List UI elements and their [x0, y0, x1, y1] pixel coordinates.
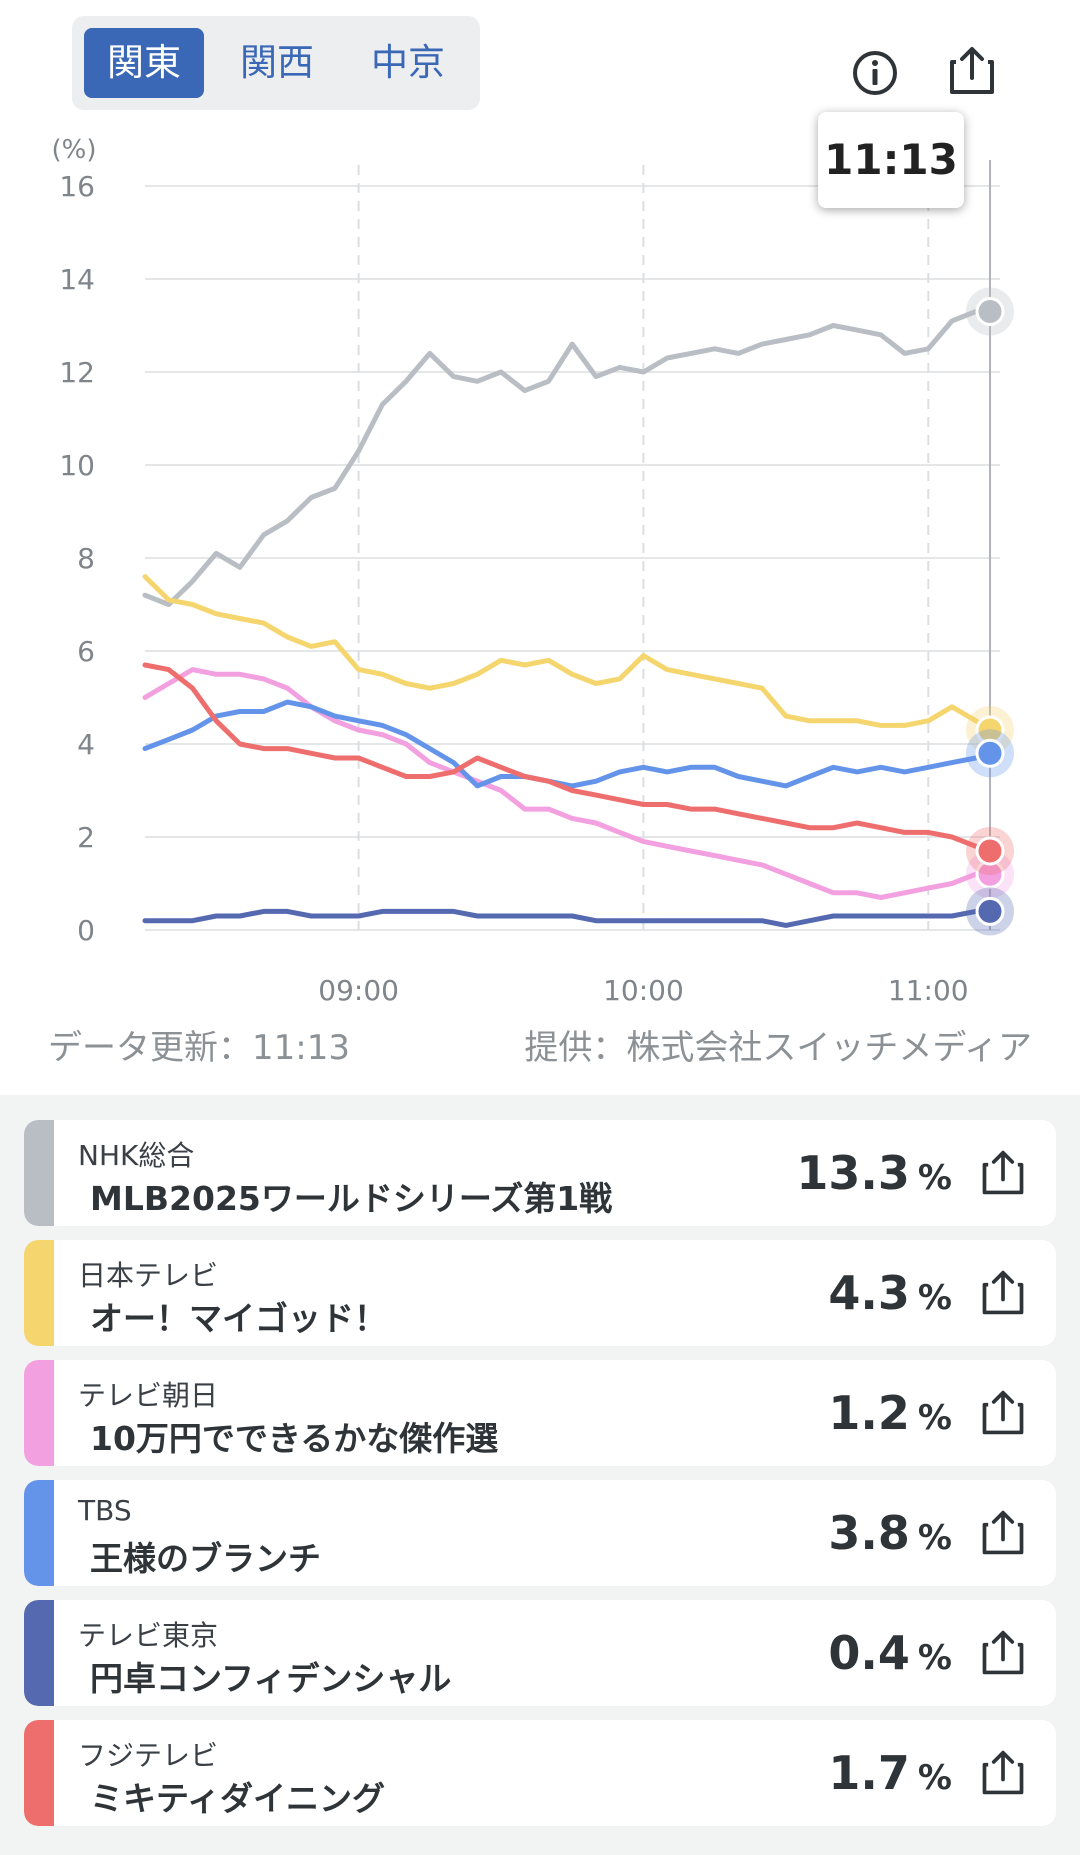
- program-title: 円卓コンフィデンシャル: [90, 1659, 452, 1698]
- rating-number: 4.3: [828, 1266, 910, 1320]
- share-icon[interactable]: [978, 1628, 1028, 1678]
- share-icon[interactable]: [978, 1508, 1028, 1558]
- rating-unit: %: [917, 1518, 952, 1558]
- y-tick-label: 10: [59, 449, 95, 482]
- rating-value: 1.2%: [828, 1386, 952, 1440]
- channel-color-bar: [24, 1360, 54, 1466]
- channel-name: TBS: [78, 1494, 132, 1527]
- rating-number: 0.4: [828, 1626, 910, 1680]
- program-title: 10万円でできるかな傑作選: [90, 1419, 499, 1458]
- rating-unit: %: [917, 1158, 952, 1198]
- info-icon[interactable]: [850, 48, 900, 98]
- rating-unit: %: [917, 1278, 952, 1318]
- tab-kansai[interactable]: 関西: [240, 41, 314, 84]
- series-line: [142, 908, 993, 928]
- program-title: 王様のブランチ: [90, 1539, 321, 1578]
- series-end-marker: [975, 297, 1005, 327]
- channel-name: テレビ東京: [78, 1619, 219, 1652]
- rating-chart: 0 2 4 6 8 10 12 14 16 (%) 09:00 10:00 11:00: [52, 135, 1014, 1007]
- rating-unit: %: [917, 1758, 952, 1798]
- series-end-marker: [975, 738, 1005, 768]
- share-icon[interactable]: [978, 1388, 1028, 1438]
- program-title: ミキティダイニング: [90, 1779, 386, 1818]
- y-tick-label: 4: [77, 728, 95, 761]
- channel-name: テレビ朝日: [78, 1379, 219, 1412]
- share-icon[interactable]: [978, 1748, 1028, 1798]
- share-icon[interactable]: [978, 1148, 1028, 1198]
- program-title: MLB2025ワールドシリーズ第1戦: [90, 1179, 613, 1218]
- rating-number: 13.3: [796, 1146, 910, 1200]
- cursor-time-tooltip: 11:13: [818, 112, 964, 208]
- y-tick-label: 2: [77, 821, 95, 854]
- update-time: データ更新：11:13: [48, 1028, 350, 1068]
- rating-number: 3.8: [828, 1506, 910, 1560]
- channel-color-bar: [24, 1480, 54, 1586]
- tab-kanto[interactable]: 関東: [84, 28, 204, 98]
- y-tick-label: 12: [59, 356, 95, 389]
- rating-number: 1.2: [828, 1386, 910, 1440]
- y-tick-label: 8: [77, 542, 95, 575]
- channel-color-bar: [24, 1720, 54, 1826]
- program-card[interactable]: NHK総合 MLB2025ワールドシリーズ第1戦 13.3%: [24, 1120, 1056, 1226]
- program-card[interactable]: テレビ東京円卓コンフィデンシャル 0.4%: [24, 1600, 1056, 1706]
- rating-number: 1.7: [828, 1746, 910, 1800]
- rating-value: 3.8%: [828, 1506, 952, 1560]
- rating-unit: %: [917, 1638, 952, 1678]
- series-line: [142, 574, 993, 733]
- series-end-marker: [975, 836, 1005, 866]
- y-tick-label: 16: [59, 170, 95, 203]
- series-end-marker: [975, 896, 1005, 926]
- series-line: [142, 667, 993, 900]
- region-selector: 関東 関西 中京: [72, 16, 480, 110]
- rating-unit: %: [917, 1398, 952, 1438]
- x-tick-label: 09:00: [318, 974, 399, 1007]
- channel-name: フジテレビ: [78, 1739, 219, 1772]
- rating-value: 13.3%: [796, 1146, 952, 1200]
- data-provider: 提供：株式会社スイッチメディア: [524, 1028, 1032, 1068]
- x-tick-label: 10:00: [603, 974, 684, 1007]
- series-line: [142, 309, 993, 607]
- program-card[interactable]: フジテレビミキティダイニング 1.7%: [24, 1720, 1056, 1826]
- series-line: [142, 662, 993, 854]
- channel-color-bar: [24, 1120, 54, 1226]
- y-tick-label: 6: [77, 635, 95, 668]
- y-axis-label: (%): [52, 135, 97, 165]
- channel-color-bar: [24, 1240, 54, 1346]
- y-tick-label: 0: [77, 914, 95, 947]
- program-card[interactable]: 日本テレビオー！マイゴッド！ 4.3%: [24, 1240, 1056, 1346]
- program-card[interactable]: TBS 王様のブランチ 3.8%: [24, 1480, 1056, 1586]
- rating-value: 1.7%: [828, 1746, 952, 1800]
- rating-value: 0.4%: [828, 1626, 952, 1680]
- program-card[interactable]: テレビ朝日 10万円でできるかな傑作選 1.2%: [24, 1360, 1056, 1466]
- tab-chukyo[interactable]: 中京: [371, 41, 445, 84]
- rating-value: 4.3%: [828, 1266, 952, 1320]
- channel-name: 日本テレビ: [78, 1259, 219, 1292]
- y-tick-label: 14: [59, 263, 95, 296]
- share-icon[interactable]: [946, 44, 998, 98]
- share-icon[interactable]: [978, 1268, 1028, 1318]
- channel-name: NHK総合: [78, 1139, 195, 1172]
- x-tick-label: 11:00: [888, 974, 969, 1007]
- program-title: オー！マイゴッド！: [90, 1299, 387, 1338]
- series-line: [142, 699, 993, 789]
- channel-color-bar: [24, 1600, 54, 1706]
